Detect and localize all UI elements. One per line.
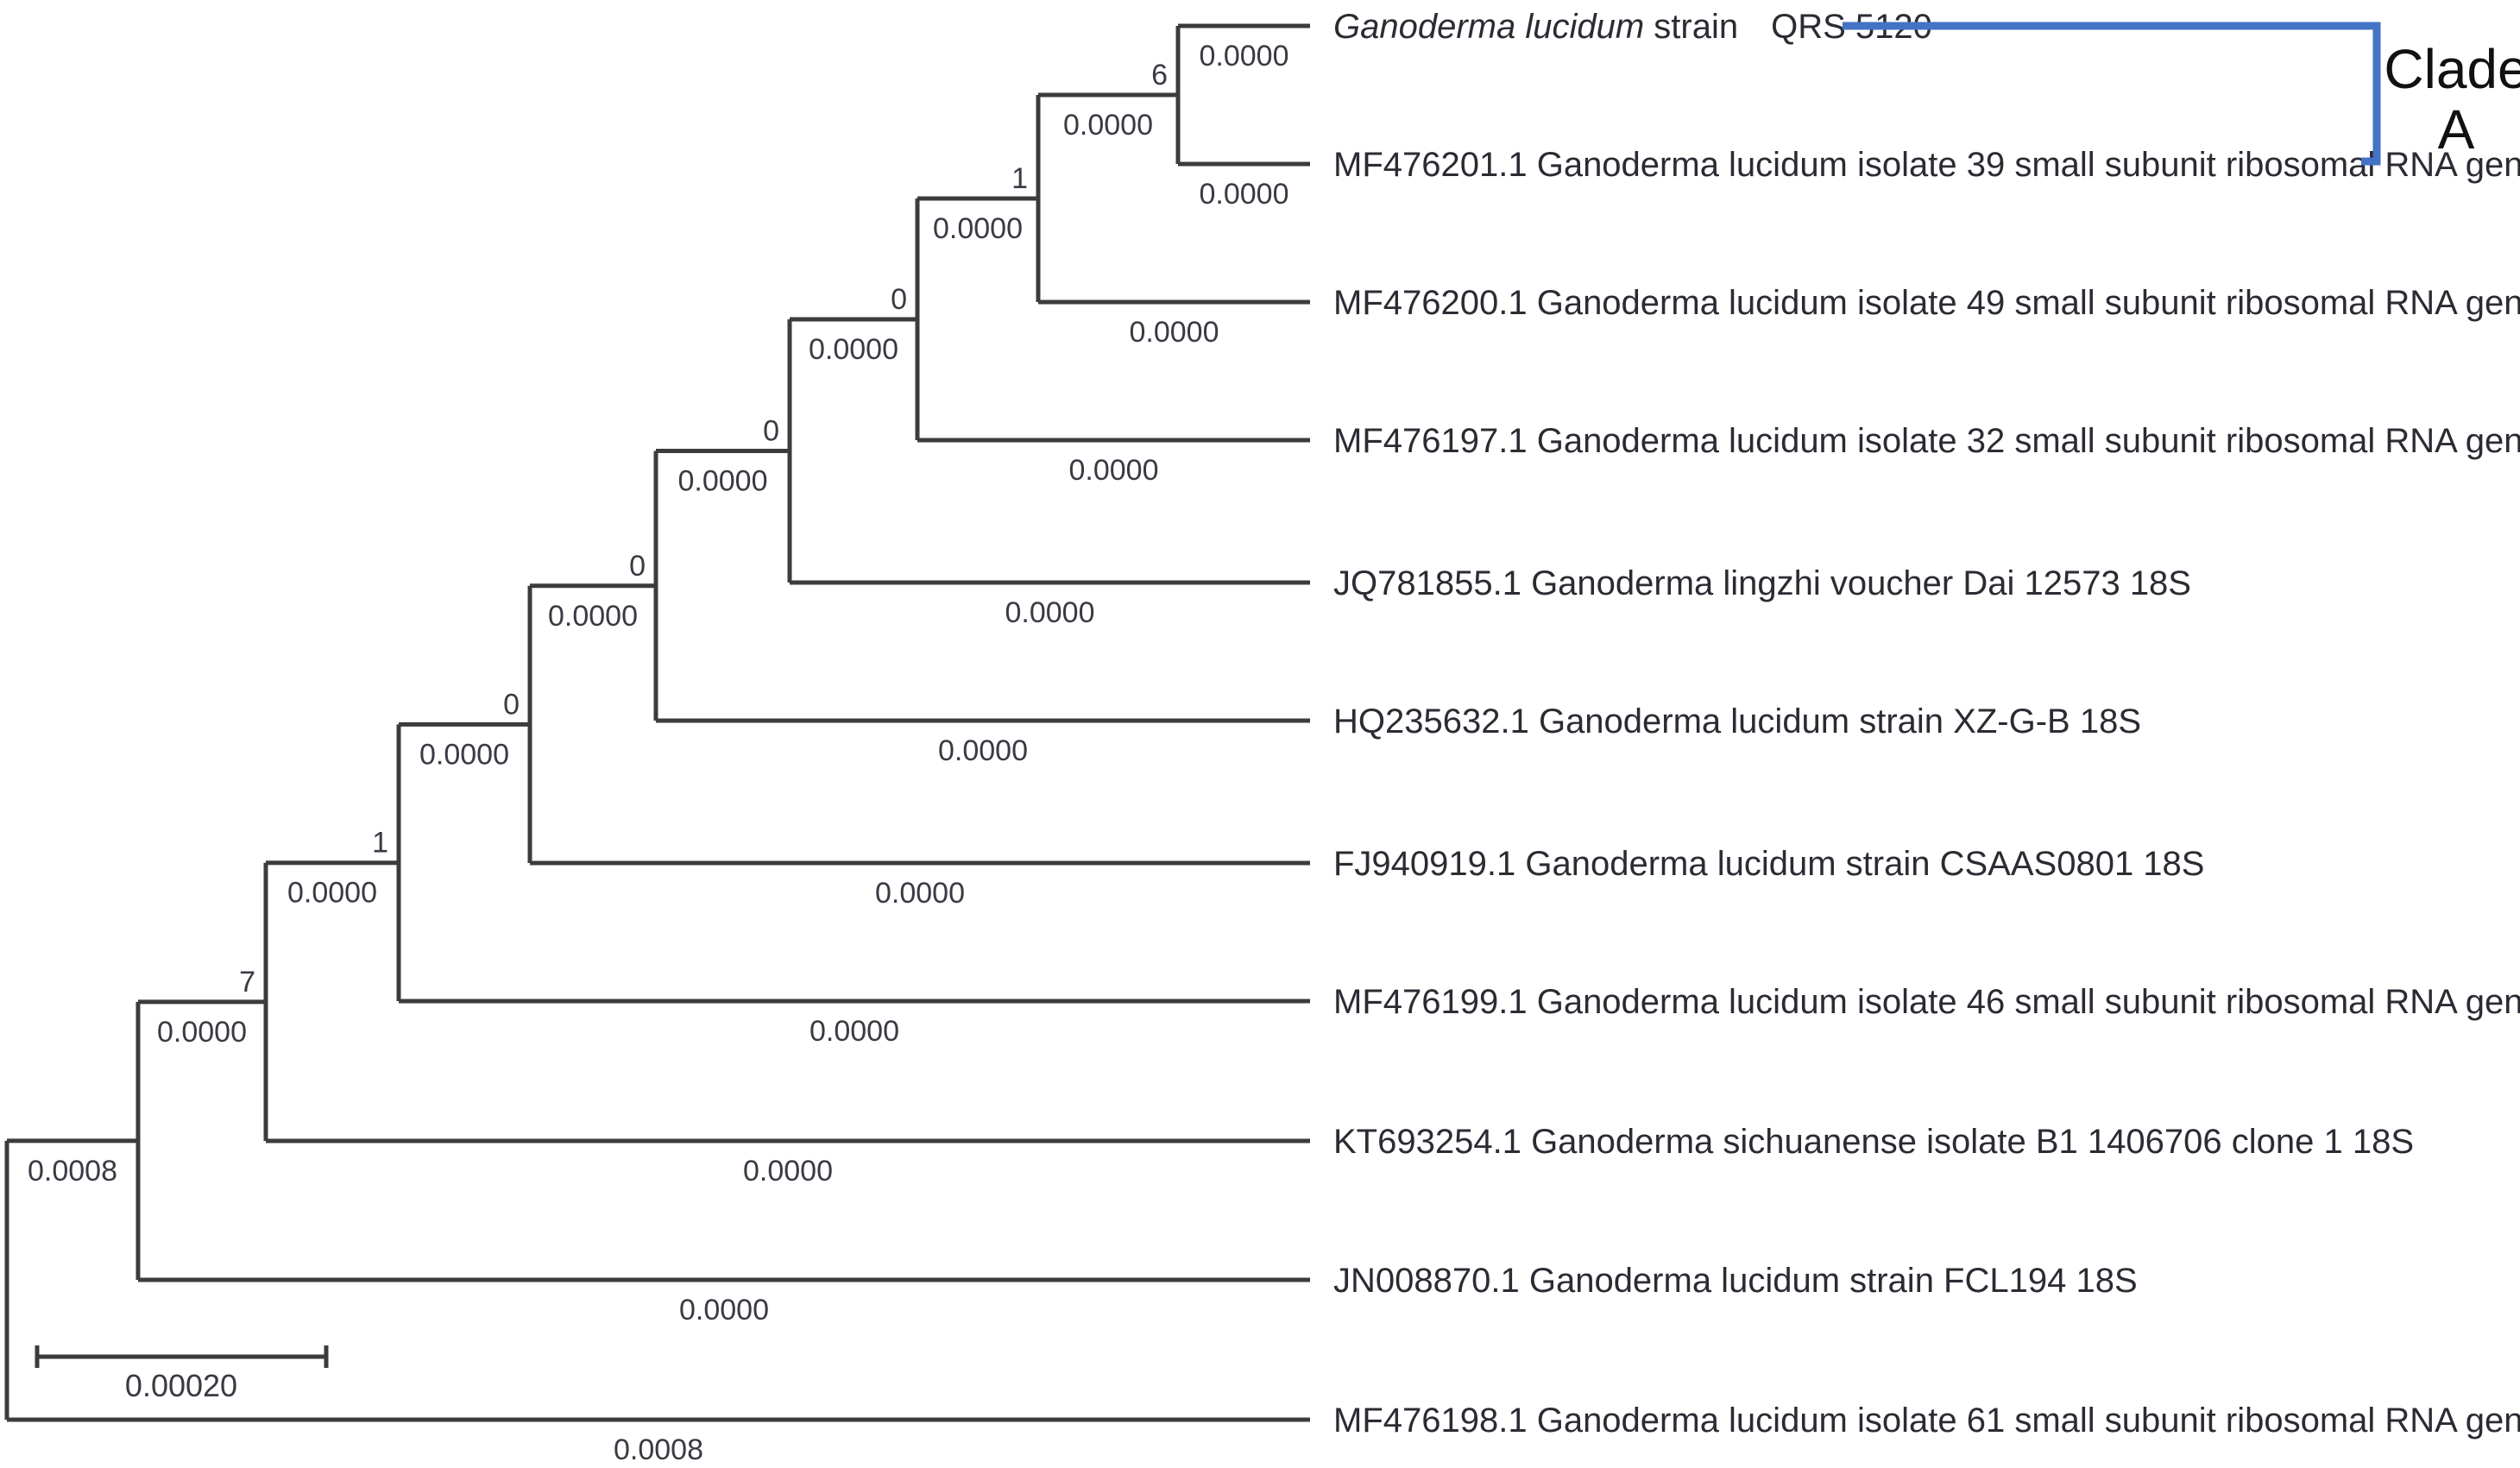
taxon-label: JN008870.1 Ganoderma lucidum strain FCL1… — [1333, 1262, 2138, 1300]
branch-length-label: 0.0000 — [810, 1015, 899, 1048]
taxon-label: MF476198.1 Ganoderma lucidum isolate 61 … — [1333, 1402, 2520, 1440]
taxon-label: FJ940919.1 Ganoderma lucidum strain CSAA… — [1333, 845, 2204, 883]
branch-length-label: 0.0008 — [28, 1155, 117, 1188]
branch-length-label: 0.0000 — [1200, 40, 1289, 72]
clade-label-line2: A — [2438, 98, 2475, 161]
taxon-label: MF476200.1 Ganoderma lucidum isolate 49 … — [1333, 284, 2520, 322]
branch-length-label: 0.0000 — [743, 1155, 833, 1188]
taxon-label: HQ235632.1 Ganoderma lucidum strain XZ-G… — [1333, 702, 2141, 740]
support-value: 1 — [1011, 162, 1028, 195]
taxon-label: KT693254.1 Ganoderma sichuanense isolate… — [1333, 1123, 2414, 1161]
branch-length-label: 0.0000 — [1005, 596, 1095, 629]
clade-label-line1: Clade — [2384, 38, 2520, 100]
taxon-label: MF476201.1 Ganoderma lucidum isolate 39 … — [1333, 146, 2520, 184]
branch-length-label: 0.0000 — [1063, 109, 1153, 142]
taxon-label: MF476199.1 Ganoderma lucidum isolate 46 … — [1333, 983, 2520, 1021]
taxon-label: MF476197.1 Ganoderma lucidum isolate 32 … — [1333, 422, 2520, 460]
support-value: 0 — [763, 415, 779, 448]
branch-length-label: 0.0000 — [419, 738, 509, 771]
support-value: 1 — [372, 827, 388, 860]
taxon-label-part: Ganoderma lucidum — [1333, 8, 1644, 46]
support-value: 6 — [1151, 59, 1168, 91]
support-value: 0 — [891, 283, 907, 316]
branch-length-label: 0.0000 — [1069, 454, 1159, 487]
taxon-label: Ganoderma lucidum strain QRS 5120 — [1333, 8, 1932, 46]
branch-length-label: 0.0000 — [933, 212, 1023, 245]
branch-length-label: 0.0000 — [1200, 178, 1289, 211]
branch-length-label: 0.0000 — [287, 877, 377, 910]
branch-length-label: 0.0000 — [548, 600, 638, 633]
branch-length-label: 0.0000 — [678, 465, 768, 498]
taxon-label-part: strain — [1644, 8, 1738, 46]
branch-length-label: 0.0000 — [809, 333, 898, 366]
branch-length-label: 0.0000 — [1130, 316, 1219, 349]
taxon-label: JQ781855.1 Ganoderma lingzhi voucher Dai… — [1333, 564, 2191, 602]
branch-length-label: 0.0008 — [614, 1433, 703, 1466]
branch-length-label: 0.0000 — [157, 1016, 247, 1049]
clade-a-bracket — [1843, 22, 2381, 166]
branch-length-label: 0.0000 — [875, 877, 965, 910]
branch-length-label: 0.0000 — [938, 734, 1028, 767]
support-value: 7 — [239, 966, 255, 999]
branch-length-label: 0.0000 — [679, 1294, 769, 1326]
scale-bar-label: 0.00020 — [125, 1368, 237, 1403]
support-value: 0 — [503, 688, 520, 721]
support-value: 0 — [629, 550, 646, 583]
